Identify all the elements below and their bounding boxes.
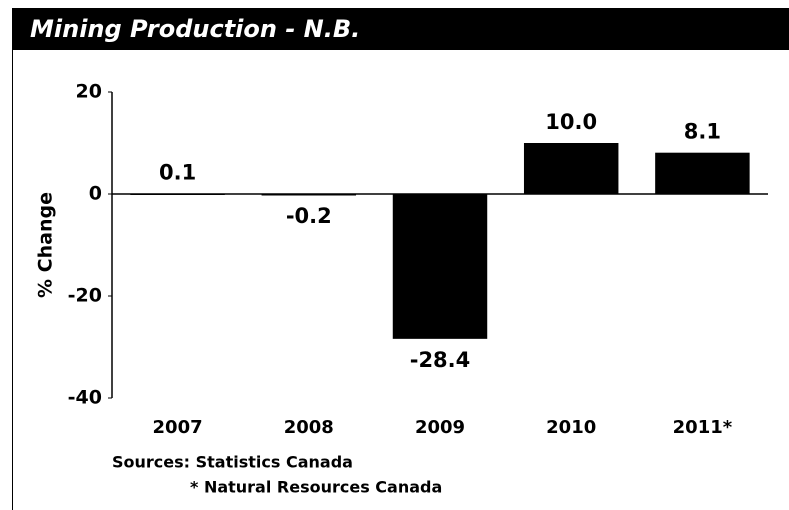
value-label: 10.0 [545,110,597,134]
source-note: Sources: Statistics Canada [112,453,353,472]
y-axis-label: % Change [35,192,57,298]
bar [392,194,488,339]
bar [523,143,619,194]
value-label: 8.1 [684,120,721,144]
header-bar [12,8,789,50]
x-tick-label: 2010 [546,417,596,438]
x-tick-label: 2009 [415,417,465,438]
y-tick-label: 0 [89,183,102,205]
value-label: 0.1 [159,160,196,184]
x-tick-label: 2008 [284,417,334,438]
source-note: * Natural Resources Canada [190,478,442,497]
bar [655,152,750,194]
x-tick-label: 2007 [153,417,203,438]
y-tick-label: 20 [76,81,102,103]
value-label: -0.2 [286,204,332,228]
value-label: -28.4 [410,348,471,372]
y-tick-label: -20 [68,285,102,307]
chart-title: Mining Production - N.B. [30,15,360,43]
y-tick-label: -40 [68,387,102,409]
x-tick-label: 2011* [673,417,733,438]
